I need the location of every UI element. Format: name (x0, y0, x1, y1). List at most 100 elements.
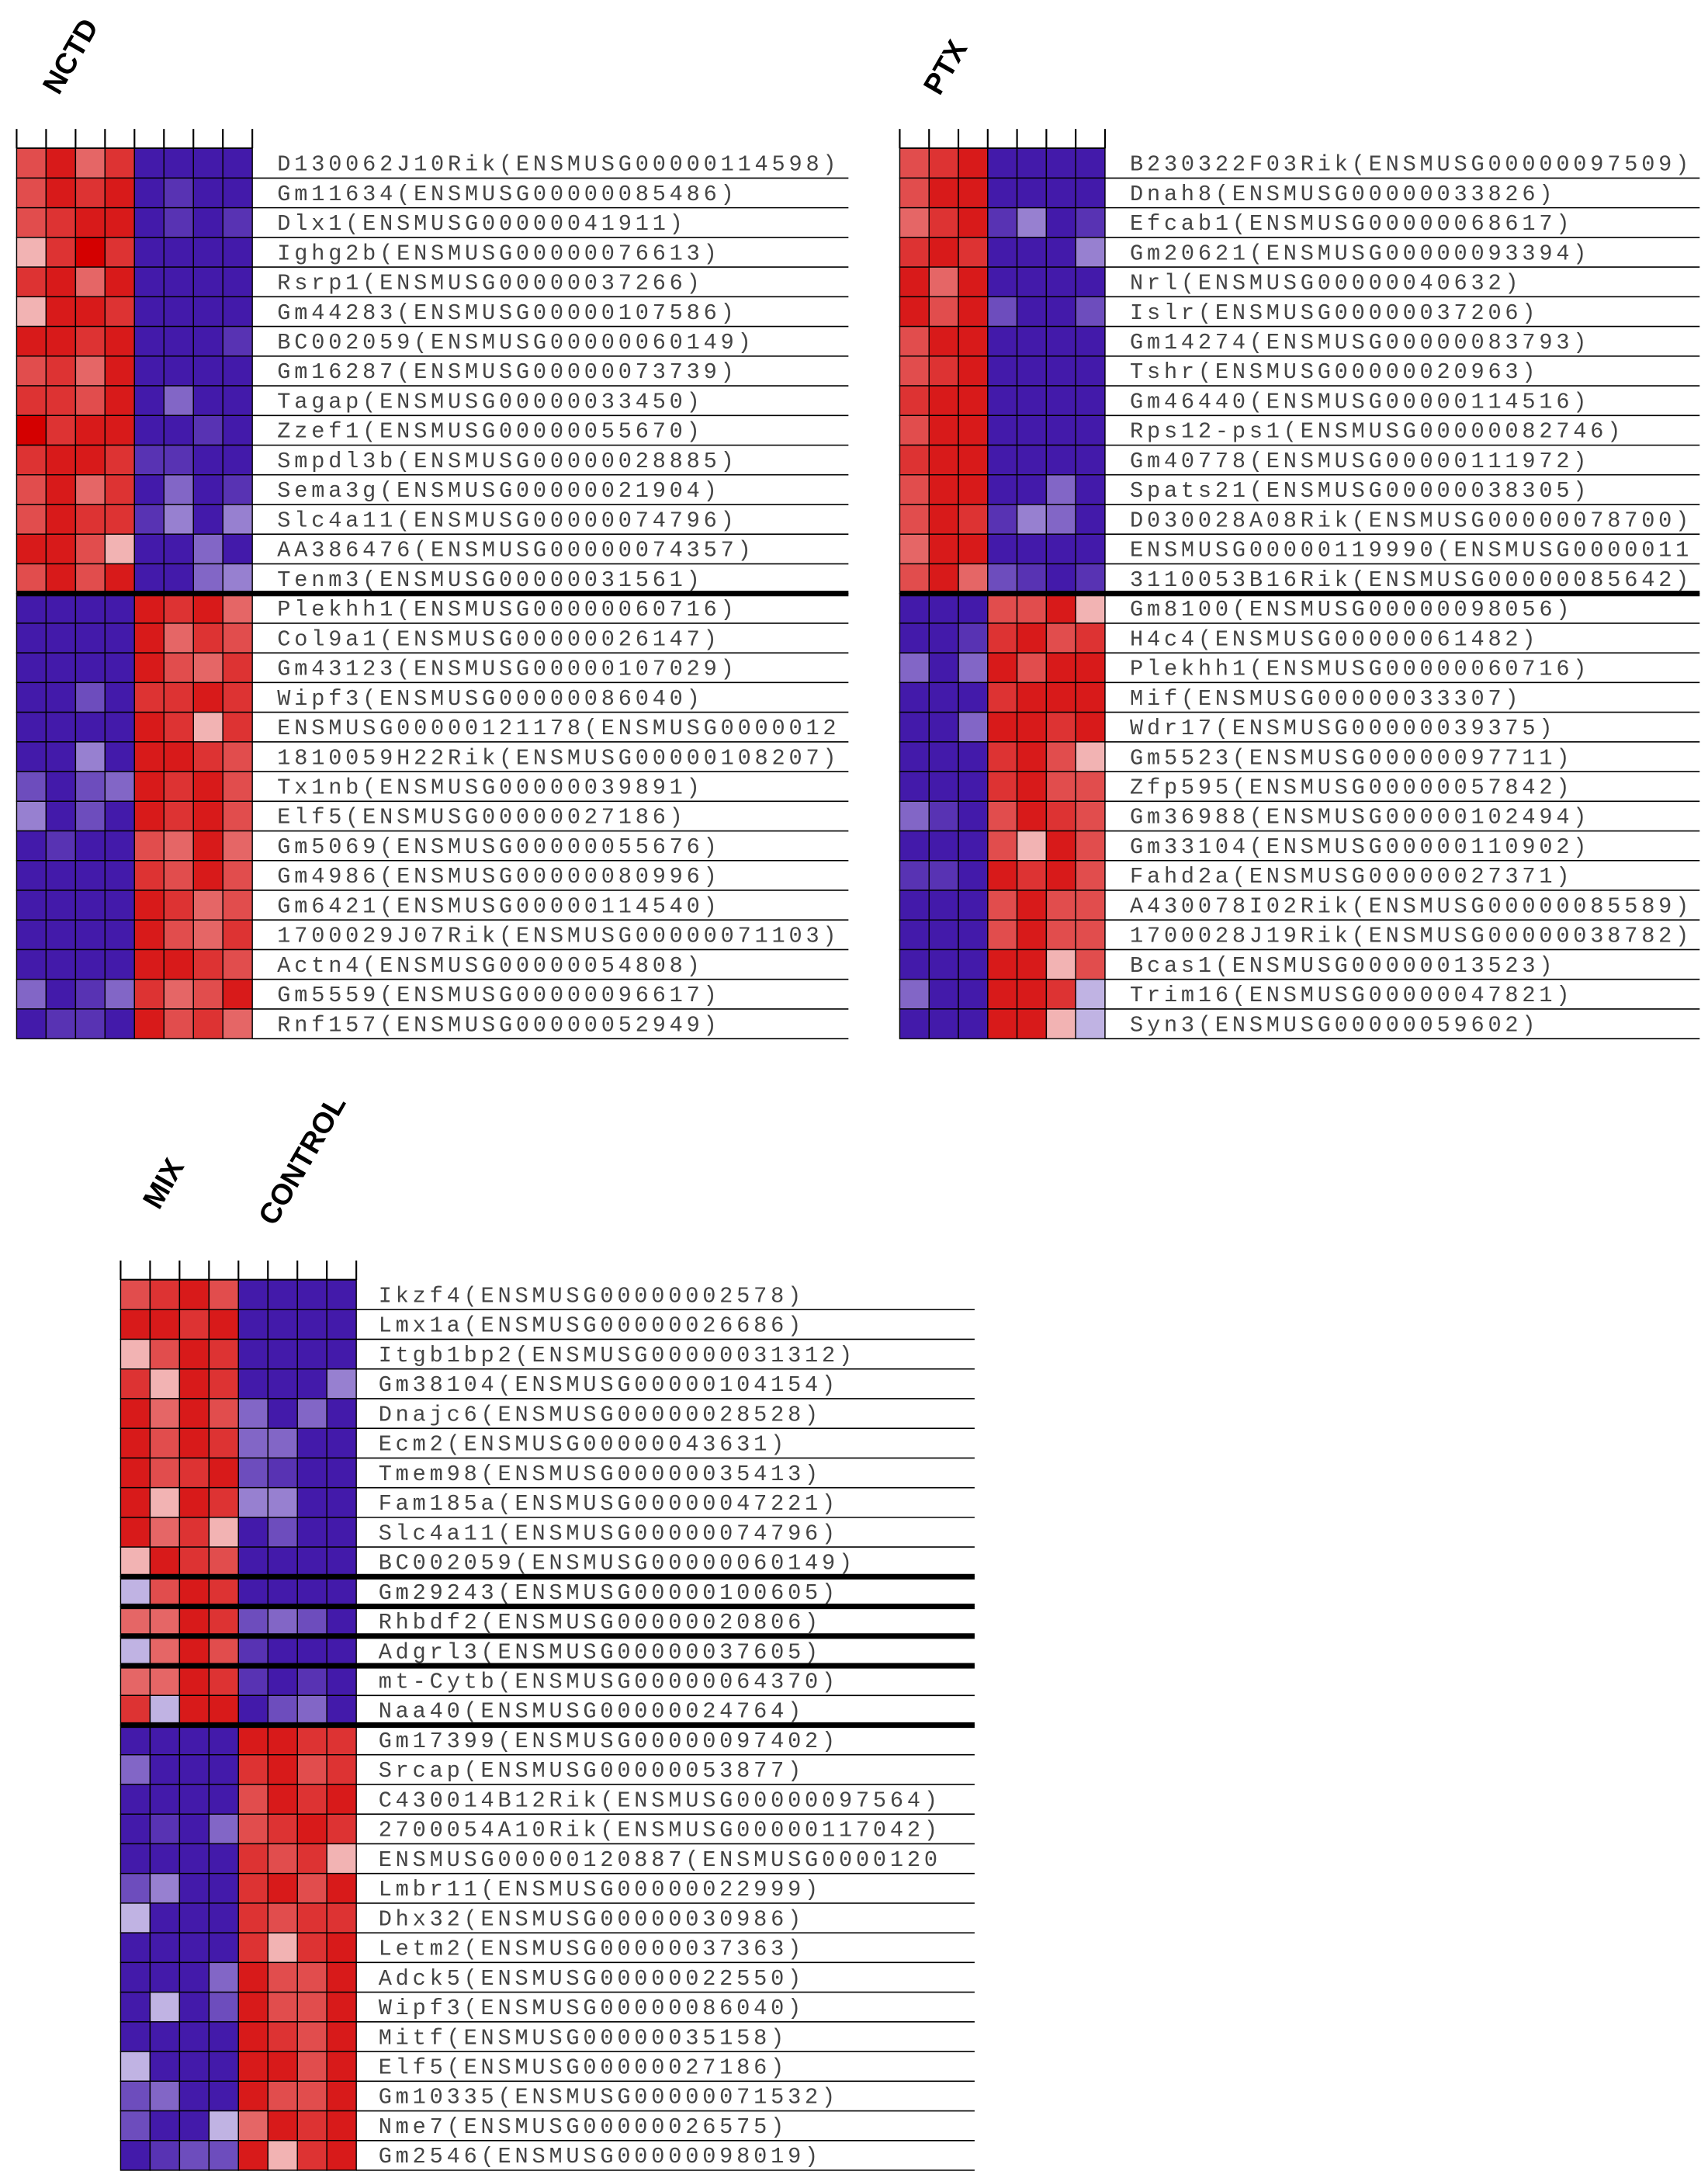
heatmap-cell (899, 237, 930, 268)
heatmap-cell (45, 296, 77, 328)
heatmap-cell (296, 1694, 327, 1726)
heatmap-cell (208, 1398, 239, 1429)
heatmap-cell (1045, 681, 1076, 713)
heatmap-cell (237, 1486, 268, 1518)
heatmap-cell (45, 237, 77, 268)
heatmap-cell (120, 1932, 151, 1964)
heatmap-cell (987, 978, 1018, 1010)
heatmap-cell (133, 592, 165, 624)
heatmap-cell (149, 1932, 181, 1964)
heatmap-cell (326, 2080, 357, 2112)
heatmap-cell (987, 385, 1018, 416)
heatmap-cell (192, 711, 223, 743)
heatmap-cell (928, 978, 959, 1010)
row-label: Tshr(ENSMUSG00000020963) (1130, 359, 1539, 385)
heatmap-cell (120, 1457, 151, 1489)
heatmap-cell (149, 1279, 181, 1310)
heatmap-cell (45, 355, 77, 387)
heatmap-cell (163, 978, 194, 1010)
heatmap-cell (178, 1813, 210, 1845)
heatmap-cell (222, 444, 253, 476)
heatmap-cell (149, 1665, 181, 1696)
heatmap-cell (208, 2140, 239, 2171)
heatmap-cell (208, 1635, 239, 1666)
heatmap-cell (16, 592, 47, 624)
row-label: Ighg2b(ENSMUSG00000076613) (277, 241, 720, 266)
heatmap: MIX CONTROL Ikzf4(ENSMUSG00000002578) Lmx1a… (120, 1089, 975, 2171)
heatmap-cell (1075, 206, 1106, 238)
heatmap-cell (267, 1813, 298, 1845)
heatmap-cell (267, 1368, 298, 1399)
heatmap-cell (104, 325, 136, 357)
heatmap-cell (958, 206, 989, 238)
heatmap-cell (326, 1665, 357, 1696)
heatmap-cell (928, 592, 959, 624)
heatmap-cell (899, 355, 930, 387)
heatmap-cell (267, 2140, 298, 2171)
heatmap-cell (163, 414, 194, 446)
heatmap-cell (1045, 504, 1076, 535)
heatmap-cell (296, 1486, 327, 1518)
heatmap-cell (928, 385, 959, 416)
heatmap-cell (16, 741, 47, 772)
heatmap-cell (958, 949, 989, 980)
heatmap-cell (958, 592, 989, 624)
heatmap-cell (74, 1008, 106, 1039)
heatmap-cell (45, 741, 77, 772)
row-label: Lmbr11(ENSMUSG00000022999) (379, 1877, 822, 1902)
row-label: Dnah8(ENSMUSG00000033826) (1130, 182, 1556, 207)
row-label: Rnf157(ENSMUSG00000052949) (277, 1012, 720, 1038)
heatmap-cell (16, 533, 47, 565)
heatmap-cell (178, 1368, 210, 1399)
heatmap-cell (237, 1694, 268, 1726)
heatmap-cell (1016, 414, 1048, 446)
heatmap-cell (74, 237, 106, 268)
heatmap-cell (237, 1338, 268, 1370)
heatmap-cell (958, 711, 989, 743)
heatmap-cell (133, 444, 165, 476)
heatmap-cell (1016, 444, 1048, 476)
heatmap-cell (326, 1872, 357, 1904)
heatmap-cell (222, 830, 253, 862)
heatmap-cell (237, 1427, 268, 1459)
heatmap-cell (237, 1991, 268, 2023)
heatmap-cell (74, 623, 106, 654)
heatmap-cell (1016, 978, 1048, 1010)
heatmap-cell (899, 296, 930, 328)
heatmap-cell (267, 1398, 298, 1429)
row-label: Gm46440(ENSMUSG00000114516) (1130, 389, 1590, 414)
heatmap-cell (958, 237, 989, 268)
row-label: Efcab1(ENSMUSG00000068617) (1130, 211, 1573, 237)
heatmap-cell (1045, 711, 1076, 743)
heatmap-cell (1045, 860, 1076, 891)
row-label: Mitf(ENSMUSG00000035158) (379, 2025, 788, 2051)
heatmap-cell (74, 444, 106, 476)
heatmap-cell (928, 237, 959, 268)
row-label: ENSMUSG00000120887(ENSMUSG0000120 (379, 1847, 941, 1873)
heatmap-cell (222, 355, 253, 387)
heatmap-cell (928, 474, 959, 505)
heatmap-cell (237, 1961, 268, 1993)
heatmap-cell (178, 1427, 210, 1459)
heatmap-cell (326, 1576, 357, 1607)
heatmap-cell (120, 1368, 151, 1399)
heatmap-cell (192, 533, 223, 565)
heatmap-cell (958, 1008, 989, 1039)
heatmap-cell (222, 681, 253, 713)
row-label: Tagap(ENSMUSG00000033450) (277, 389, 703, 414)
heatmap-cell (296, 1724, 327, 1756)
heatmap-cell (899, 385, 930, 416)
heatmap-cell (296, 1665, 327, 1696)
heatmap-cell (326, 1486, 357, 1518)
row-label: Plekhh1(ENSMUSG00000060716) (1130, 657, 1590, 682)
heatmap-cell (16, 266, 47, 298)
heatmap-cell (192, 206, 223, 238)
heatmap-cell (45, 652, 77, 684)
heatmap-cell (104, 414, 136, 446)
heatmap-cell (149, 2051, 181, 2083)
heatmap-cell (326, 1635, 357, 1666)
heatmap-cell (133, 266, 165, 298)
heatmap-cell (104, 652, 136, 684)
heatmap-cell (958, 830, 989, 862)
heatmap-cell (120, 2021, 151, 2052)
